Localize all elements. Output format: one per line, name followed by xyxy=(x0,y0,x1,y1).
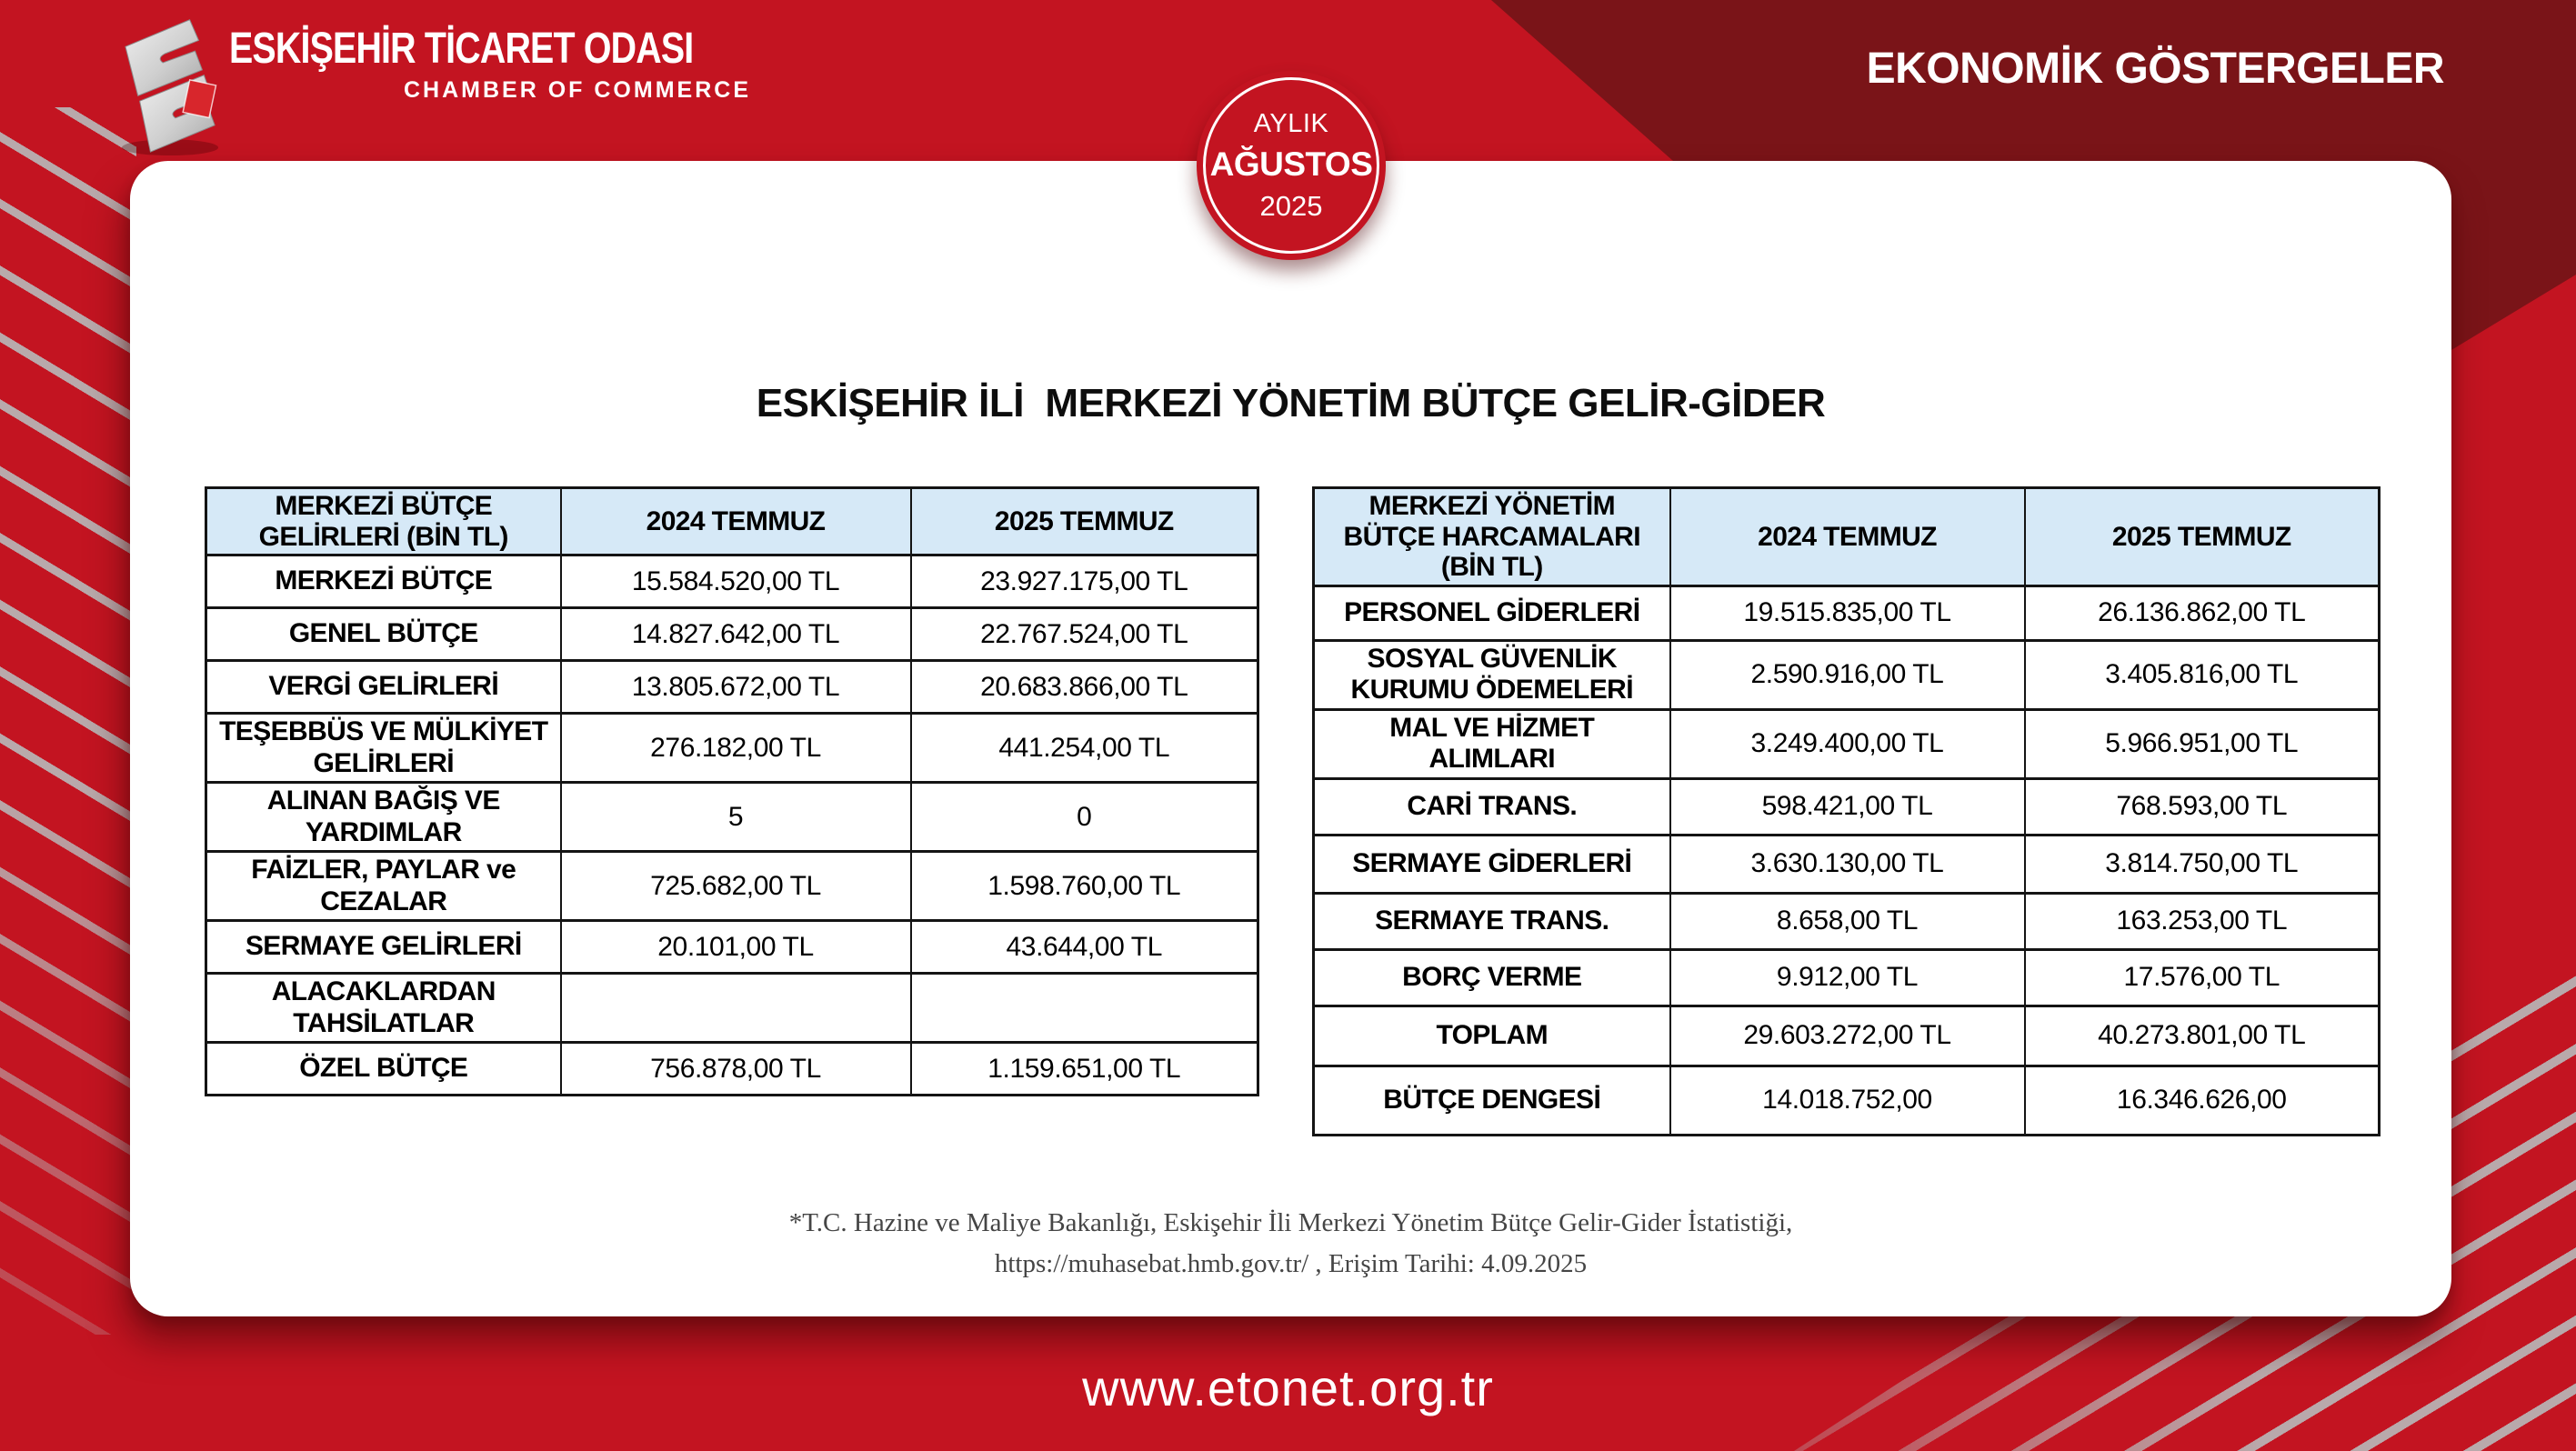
income-table-title-cell: MERKEZİ BÜTÇE GELİRLERİ (BİN TL) xyxy=(205,485,562,557)
source-footnote: *T.C. Hazine ve Maliye Bakanlığı, Eskişe… xyxy=(130,1203,2451,1285)
value-2025-cell: 0 xyxy=(909,781,1259,854)
column-header-2025: 2025 TEMMUZ xyxy=(909,485,1259,557)
row-label-cell: MAL VE HİZMET ALIMLARI xyxy=(1312,707,1671,780)
value-2024-cell: 14.827.642,00 TL xyxy=(559,606,912,663)
value-2024-cell xyxy=(559,972,912,1045)
table-row: ALACAKLARDAN TAHSİLATLAR xyxy=(205,972,1259,1045)
row-label-cell: SERMAYE TRANS. xyxy=(1312,891,1671,951)
value-2024-cell: 276.182,00 TL xyxy=(559,712,912,785)
expense-table-title-cell: MERKEZİ YÖNETİM BÜTÇE HARCAMALARI (BİN T… xyxy=(1312,486,1671,587)
row-label-cell: CARİ TRANS. xyxy=(1312,776,1671,836)
row-label-cell: FAİZLER, PAYLAR ve CEZALAR xyxy=(205,850,562,923)
value-2024-cell: 5 xyxy=(559,781,912,854)
value-2024-cell: 3.249.400,00 TL xyxy=(1669,707,2026,780)
row-label-cell: GENEL BÜTÇE xyxy=(205,606,562,663)
table-row: SERMAYE GELİRLERİ 20.101,00 TL 43.644,00… xyxy=(205,919,1259,976)
row-label-cell: TEŞEBBÜS VE MÜLKİYET GELİRLERİ xyxy=(205,712,562,785)
value-2025-cell: 22.767.524,00 TL xyxy=(909,606,1259,663)
table-header-row: MERKEZİ YÖNETİM BÜTÇE HARCAMALARI (BİN T… xyxy=(1312,486,2381,587)
table-row: SERMAYE GİDERLERİ 3.630.130,00 TL 3.814.… xyxy=(1312,833,2381,895)
value-2024-cell: 3.630.130,00 TL xyxy=(1669,833,2026,895)
row-label-cell: ÖZEL BÜTÇE xyxy=(205,1041,562,1097)
table-row: TOPLAM 29.603.272,00 TL 40.273.801,00 TL xyxy=(1312,1004,2381,1067)
row-label-cell: MERKEZİ BÜTÇE xyxy=(205,554,562,610)
table-row: PERSONEL GİDERLERİ 19.515.835,00 TL 26.1… xyxy=(1312,584,2381,642)
value-2024-cell: 8.658,00 TL xyxy=(1669,891,2026,951)
card-title: ESKİŞEHİR İLİ MERKEZİ YÖNETİM BÜTÇE GELİ… xyxy=(756,381,1826,425)
value-2025-cell xyxy=(909,972,1259,1045)
table-row: CARİ TRANS. 598.421,00 TL 768.593,00 TL xyxy=(1312,776,2381,836)
value-2024-cell: 19.515.835,00 TL xyxy=(1669,584,2026,642)
row-label-cell: VERGİ GELİRLERİ xyxy=(205,659,562,715)
value-2025-cell: 1.159.651,00 TL xyxy=(909,1041,1259,1097)
content-card: ESKİŞEHİR İLİ MERKEZİ YÖNETİM BÜTÇE GELİ… xyxy=(130,161,2451,1316)
value-2024-cell: 20.101,00 TL xyxy=(559,919,912,976)
table-row: VERGİ GELİRLERİ 13.805.672,00 TL 20.683.… xyxy=(205,659,1259,715)
table-row: SOSYAL GÜVENLİK KURUMU ÖDEMELERİ 2.590.9… xyxy=(1312,638,2381,711)
value-2024-cell: 2.590.916,00 TL xyxy=(1669,638,2026,711)
footnote-line-2: https://muhasebat.hmb.gov.tr/ , Erişim T… xyxy=(994,1248,1588,1278)
value-2024-cell: 15.584.520,00 TL xyxy=(559,554,912,610)
column-header-2025: 2025 TEMMUZ xyxy=(2023,486,2381,587)
value-2025-cell: 16.346.626,00 xyxy=(2023,1064,2381,1136)
value-2025-cell: 3.814.750,00 TL xyxy=(2023,833,2381,895)
table-header-row: MERKEZİ BÜTÇE GELİRLERİ (BİN TL) 2024 TE… xyxy=(205,485,1259,557)
value-2024-cell: 598.421,00 TL xyxy=(1669,776,2026,836)
expense-table: MERKEZİ YÖNETİM BÜTÇE HARCAMALARI (BİN T… xyxy=(1312,486,2381,1136)
page-title: EKONOMİK GÖSTERGELER xyxy=(1866,45,2445,93)
footnote-line-1: *T.C. Hazine ve Maliye Bakanlığı, Eskişe… xyxy=(788,1208,1793,1237)
table-row: SERMAYE TRANS. 8.658,00 TL 163.253,00 TL xyxy=(1312,891,2381,951)
value-2025-cell: 43.644,00 TL xyxy=(909,919,1259,976)
value-2025-cell: 26.136.862,00 TL xyxy=(2023,584,2381,642)
table-row: BORÇ VERME 9.912,00 TL 17.576,00 TL xyxy=(1312,947,2381,1007)
badge-month-label: AĞUSTOS xyxy=(1209,145,1373,183)
org-subtitle: CHAMBER OF COMMERCE xyxy=(404,77,751,103)
row-label-cell: SOSYAL GÜVENLİK KURUMU ÖDEMELERİ xyxy=(1312,638,1671,711)
value-2025-cell: 3.405.816,00 TL xyxy=(2023,638,2381,711)
income-table: MERKEZİ BÜTÇE GELİRLERİ (BİN TL) 2024 TE… xyxy=(205,485,1259,1097)
table-row: MAL VE HİZMET ALIMLARI 3.249.400,00 TL 5… xyxy=(1312,707,2381,780)
value-2025-cell: 17.576,00 TL xyxy=(2023,947,2381,1007)
badge-period-label: AYLIK xyxy=(1253,108,1329,138)
value-2025-cell: 40.273.801,00 TL xyxy=(2023,1004,2381,1067)
value-2025-cell: 163.253,00 TL xyxy=(2023,891,2381,951)
column-header-2024: 2024 TEMMUZ xyxy=(559,485,912,557)
table-row: ÖZEL BÜTÇE 756.878,00 TL 1.159.651,00 TL xyxy=(205,1041,1259,1097)
table-row: ALINAN BAĞIŞ VE YARDIMLAR 5 0 xyxy=(205,781,1259,854)
eto-logo-icon xyxy=(122,19,219,156)
row-label-cell: ALINAN BAĞIŞ VE YARDIMLAR xyxy=(205,781,562,854)
value-2024-cell: 13.805.672,00 TL xyxy=(559,659,912,715)
value-2025-cell: 20.683.866,00 TL xyxy=(909,659,1259,715)
value-2024-cell: 14.018.752,00 xyxy=(1669,1064,2026,1136)
value-2025-cell: 23.927.175,00 TL xyxy=(909,554,1259,610)
row-label-cell: PERSONEL GİDERLERİ xyxy=(1312,584,1671,642)
value-2025-cell: 1.598.760,00 TL xyxy=(909,850,1259,923)
value-2025-cell: 768.593,00 TL xyxy=(2023,776,2381,836)
website-url: www.etonet.org.tr xyxy=(1082,1359,1494,1416)
table-row: TEŞEBBÜS VE MÜLKİYET GELİRLERİ 276.182,0… xyxy=(205,712,1259,785)
value-2025-cell: 5.966.951,00 TL xyxy=(2023,707,2381,780)
org-name: ESKİŞEHİR TİCARET ODASI xyxy=(229,25,694,73)
value-2024-cell: 29.603.272,00 TL xyxy=(1669,1004,2026,1067)
row-label-cell: SERMAYE GELİRLERİ xyxy=(205,919,562,976)
org-name-block: ESKİŞEHİR TİCARET ODASI CHAMBER OF COMME… xyxy=(229,24,751,104)
table-row: BÜTÇE DENGESİ 14.018.752,00 16.346.626,0… xyxy=(1312,1064,2381,1136)
value-2024-cell: 9.912,00 TL xyxy=(1669,947,2026,1007)
row-label-cell: TOPLAM xyxy=(1312,1004,1671,1067)
row-label-cell: BÜTÇE DENGESİ xyxy=(1312,1064,1671,1136)
badge-year-label: 2025 xyxy=(1259,189,1323,222)
table-row: FAİZLER, PAYLAR ve CEZALAR 725.682,00 TL… xyxy=(205,850,1259,923)
row-label-cell: ALACAKLARDAN TAHSİLATLAR xyxy=(205,972,562,1045)
row-label-cell: SERMAYE GİDERLERİ xyxy=(1312,833,1671,895)
row-label-cell: BORÇ VERME xyxy=(1312,947,1671,1007)
value-2024-cell: 756.878,00 TL xyxy=(559,1041,912,1097)
value-2025-cell: 441.254,00 TL xyxy=(909,712,1259,785)
value-2024-cell: 725.682,00 TL xyxy=(559,850,912,923)
month-badge: AYLIK AĞUSTOS 2025 xyxy=(1197,71,1386,260)
diagonal-stripes-left xyxy=(0,107,136,1335)
column-header-2024: 2024 TEMMUZ xyxy=(1669,486,2026,587)
table-row: GENEL BÜTÇE 14.827.642,00 TL 22.767.524,… xyxy=(205,606,1259,663)
table-row: MERKEZİ BÜTÇE 15.584.520,00 TL 23.927.17… xyxy=(205,554,1259,610)
